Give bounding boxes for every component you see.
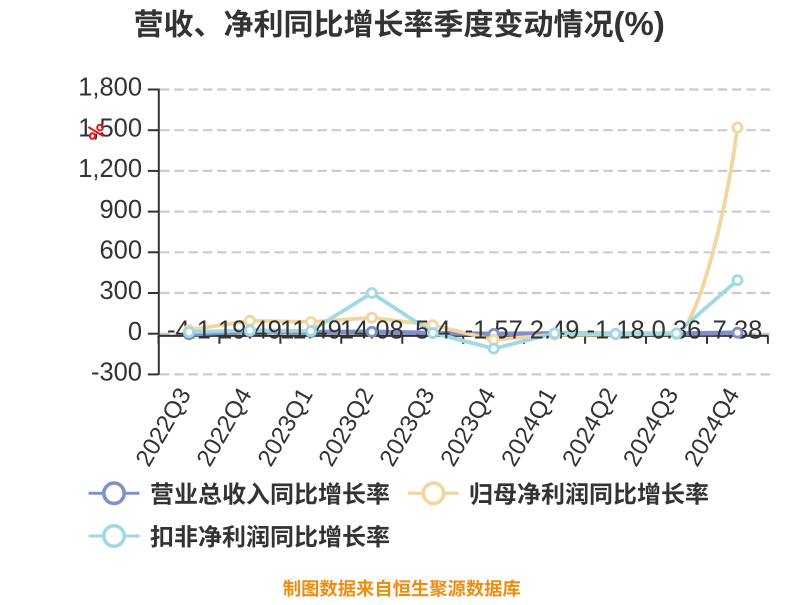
svg-text:300: 300 bbox=[99, 277, 142, 305]
svg-text:1,500: 1,500 bbox=[78, 114, 142, 142]
svg-text:1,800: 1,800 bbox=[78, 74, 142, 102]
svg-text:1,200: 1,200 bbox=[78, 155, 142, 183]
svg-text:(%): (%) bbox=[614, 5, 665, 42]
svg-text:0: 0 bbox=[128, 318, 142, 346]
svg-text:900: 900 bbox=[99, 196, 142, 224]
svg-text:600: 600 bbox=[99, 237, 142, 265]
svg-text:-300: -300 bbox=[91, 359, 142, 387]
